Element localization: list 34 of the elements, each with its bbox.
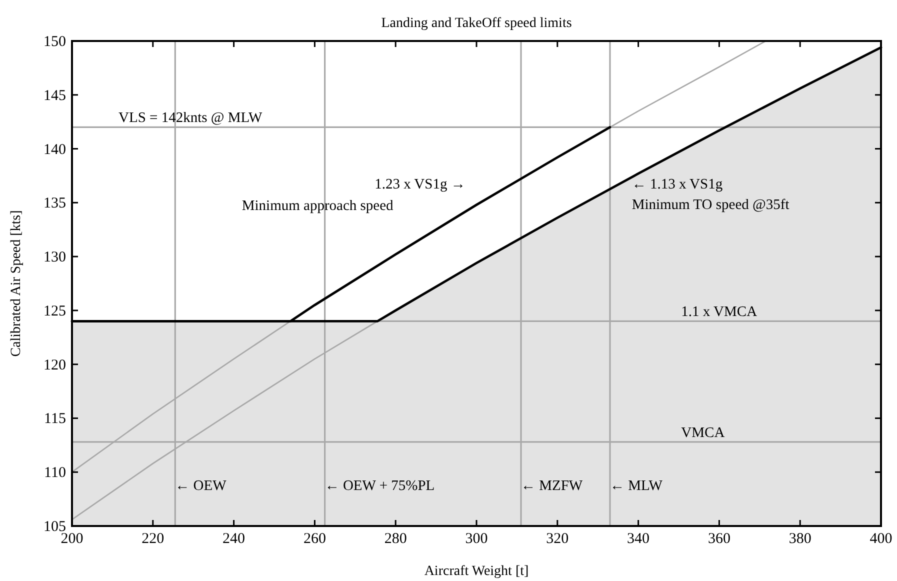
x-tick-label: 260 [303, 531, 326, 547]
x-tick-label: 240 [222, 531, 246, 547]
x-tick-label: 200 [60, 531, 84, 547]
x-axis-title: Aircraft Weight [t] [424, 564, 529, 579]
y-tick-label: 115 [44, 411, 66, 428]
y-tick-label: 120 [44, 357, 66, 374]
annotation: Minimum TO speed @35ft [632, 197, 790, 214]
series-label: ← 1.13 x VS1g [632, 176, 723, 193]
y-tick-label: 110 [44, 465, 66, 482]
ref-line-label: ← MZFW [520, 478, 583, 494]
x-tick-label: 380 [788, 531, 812, 547]
ref-line-label: VLS = 142knts @ MLW [118, 110, 263, 126]
x-tick-label: 280 [384, 531, 407, 547]
chart-title: Landing and TakeOff speed limits [381, 16, 572, 31]
y-tick-label: 130 [44, 250, 66, 266]
ref-line-label: ← OEW + 75%PL [324, 478, 435, 494]
y-tick-label: 135 [44, 196, 66, 212]
y-tick-label: 145 [44, 88, 66, 104]
y-tick-label: 150 [44, 34, 66, 50]
ref-line-label: VMCA [681, 424, 726, 441]
x-tick-label: 400 [870, 531, 892, 547]
x-tick-label: 300 [465, 531, 488, 547]
annotation: Minimum approach speed [242, 198, 394, 214]
series-label: 1.23 x VS1g → [374, 176, 466, 193]
y-tick-label: 125 [44, 303, 66, 320]
y-axis-title: Calibrated Air Speed [kts] [9, 210, 24, 357]
ref-line-label: 1.1 x VMCA [681, 304, 758, 320]
y-tick-label: 140 [44, 142, 66, 158]
x-tick-label: 340 [627, 531, 650, 547]
ref-line-label: ← MLW [610, 478, 663, 494]
ref-line-label: ← OEW [175, 478, 227, 494]
x-tick-label: 320 [546, 531, 569, 547]
x-tick-label: 360 [708, 531, 730, 547]
x-tick-label: 220 [142, 531, 164, 547]
